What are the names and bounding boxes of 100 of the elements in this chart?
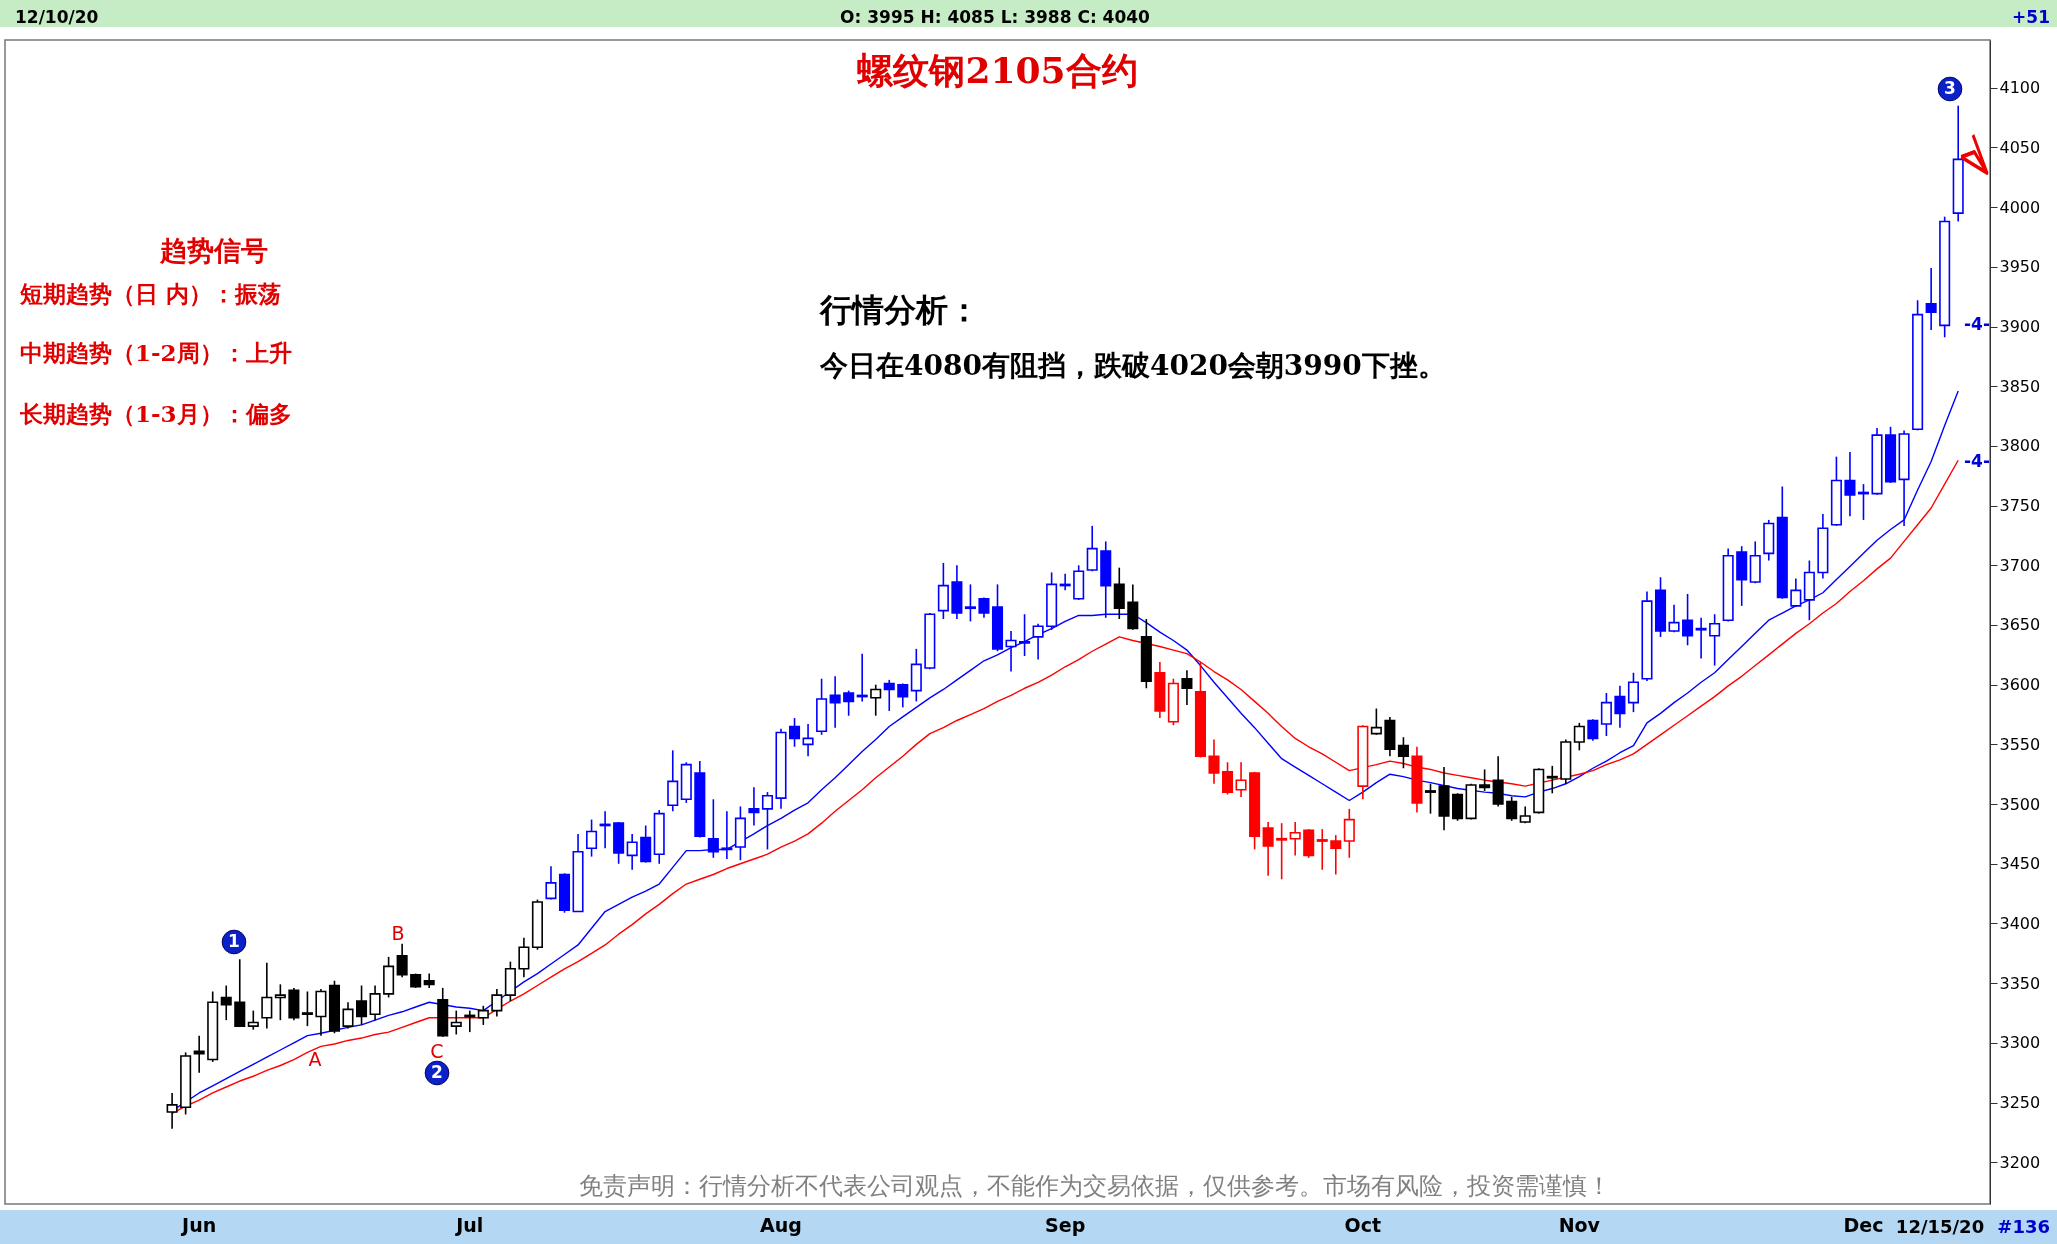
candlestick (626, 833, 638, 871)
candlestick (829, 675, 841, 729)
candlestick (477, 1005, 489, 1026)
candlestick (1330, 834, 1342, 876)
candlestick (1343, 808, 1355, 859)
text: 12/15/20 (1895, 1216, 1985, 1237)
y-tick-label: 3200 (1999, 1152, 2041, 1172)
y-tick-label: 3400 (1999, 913, 2041, 933)
candlestick (166, 1092, 178, 1130)
candlestick (1005, 630, 1017, 673)
candlestick (1019, 613, 1031, 657)
candlestick (369, 984, 381, 1021)
annotation: 今日在4080有阻挡，跌破4020会朝3990下挫。 (819, 349, 1446, 382)
candlestick (518, 936, 530, 978)
y-tick-label: 3250 (1999, 1093, 2041, 1113)
x-tick-label: Jun (180, 1213, 217, 1236)
y-tick-label: 4100 (1999, 78, 2041, 98)
annotation: 短期趋势（日 内）：振荡 (19, 280, 282, 307)
text: 12/10/20 (15, 7, 99, 27)
x-tick-label: Dec (1843, 1213, 1884, 1236)
x-tick-label: Sep (1045, 1213, 1086, 1236)
candlestick (721, 810, 733, 860)
annotation: C (430, 1040, 444, 1062)
candlestick (1424, 782, 1437, 815)
candlestick (640, 824, 652, 864)
candlestick (748, 786, 760, 827)
candlestick (1668, 603, 1680, 633)
candlestick (220, 984, 232, 1021)
candlestick (1600, 692, 1612, 737)
y-tick-label: 3350 (1999, 973, 2041, 993)
annotation: A (308, 1048, 322, 1070)
text: O: 3995 H: 4085 L: 3988 C: 4040 (840, 7, 1151, 27)
candlestick (1479, 768, 1491, 792)
candlestick (897, 682, 909, 709)
candlestick (1208, 738, 1220, 785)
candlestick (883, 679, 895, 712)
candlestick (667, 749, 679, 813)
annotation: -4- (1964, 314, 1990, 334)
candlestick (1844, 451, 1856, 518)
candlestick (193, 1034, 205, 1074)
candlestick (870, 683, 882, 717)
candlestick (761, 791, 774, 851)
annotation: 免责声明：行情分析不代表公司观点，不能作为交易依据，仅供参考。市场有风险，投资需谨慎！ (579, 1172, 1611, 1200)
y-tick-label: 3950 (1999, 257, 2041, 277)
candlestick (1695, 617, 1707, 660)
y-tick-label: 3700 (1999, 555, 2041, 575)
annotation: 行情分析： (819, 291, 980, 329)
candlestick (342, 1001, 354, 1030)
candlestick (545, 865, 557, 901)
y-tick-label: 3750 (1999, 496, 2041, 516)
annotation: 趋势信号 (159, 235, 268, 266)
candlestick (1289, 821, 1301, 857)
candlestick (234, 958, 246, 1027)
candlestick (1276, 822, 1288, 881)
candlestick (1492, 755, 1504, 808)
candlestick (261, 962, 273, 1030)
text: #136 (1997, 1216, 2050, 1237)
y-tick-label: 3650 (1999, 615, 2041, 635)
candlestick (491, 988, 503, 1018)
candlestick (1452, 792, 1464, 822)
candlestick (1397, 736, 1409, 770)
annotation: -4- (1964, 451, 1990, 471)
x-tick-label: Oct (1344, 1213, 1382, 1236)
y-tick-label: 4050 (1999, 137, 2041, 157)
candlestick (707, 798, 719, 859)
candlestick (1790, 577, 1802, 608)
candlestick (1181, 669, 1193, 706)
y-tick-label: 3850 (1999, 376, 2041, 396)
annotation: 1 (228, 931, 240, 951)
annotation: 2 (431, 1062, 443, 1082)
candlestick (274, 983, 286, 1021)
candlestick (1709, 613, 1721, 667)
y-tick-label: 3500 (1999, 794, 2041, 814)
candlestick (1113, 566, 1125, 620)
candlestick (1573, 722, 1585, 752)
candlestick (586, 818, 598, 858)
candlestick (1032, 622, 1044, 661)
candlestick (247, 1009, 259, 1031)
annotation: 中期趋势（1-2周）：上升 (20, 339, 292, 366)
candlestick (396, 942, 408, 978)
y-tick-label: 3550 (1999, 734, 2041, 754)
candlestick (1682, 593, 1694, 647)
candlestick (356, 984, 368, 1026)
y-tick-label: 3900 (1999, 317, 2041, 337)
candlestick (1925, 267, 1937, 331)
candlestick (1587, 718, 1599, 742)
y-tick-label: 4000 (1999, 197, 2041, 217)
candlestick (1546, 765, 1558, 795)
candlestick (1316, 828, 1328, 871)
candlestick (1262, 821, 1274, 877)
candlestick (964, 583, 976, 623)
x-tick-label: Jul (454, 1213, 484, 1236)
annotation: 长期趋势（1-3月）：偏多 (19, 400, 292, 427)
y-tick-label: 3450 (1999, 854, 2041, 874)
candlestick (1370, 707, 1382, 736)
y-tick-label: 3800 (1999, 436, 2041, 456)
candlestick (1506, 796, 1518, 822)
candlestick (802, 723, 814, 758)
candlestick (1221, 761, 1234, 796)
candlestick (1086, 525, 1098, 573)
